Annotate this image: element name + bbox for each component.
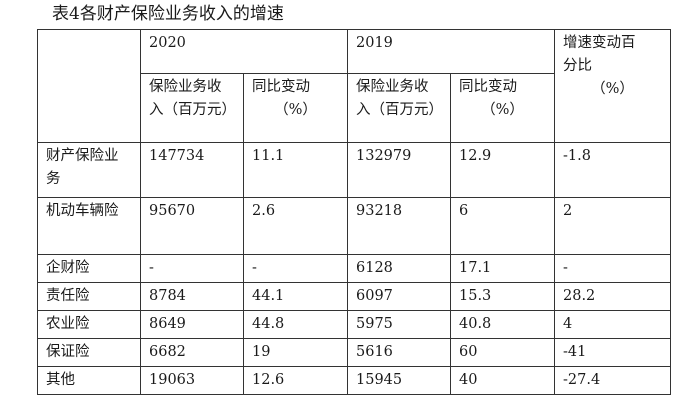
- cell-growth-change: 4: [554, 310, 671, 339]
- header-income-line2: 入（百万元）: [149, 102, 236, 118]
- header-yoy-unit: （%）: [481, 102, 524, 118]
- cell-yoy-2020: 44.8: [243, 310, 348, 339]
- cell-growth-change: -1.8: [554, 142, 671, 198]
- header-year-2020: 2020: [140, 29, 348, 74]
- header-income-line1: 保险业务收: [356, 79, 429, 95]
- table-row: 农业险 8649 44.8 5975 40.8 4: [37, 310, 671, 339]
- table-row: 企财险 - - 6128 17.1 -: [37, 254, 671, 283]
- cell-income-2020: 19063: [140, 366, 244, 395]
- cell-income-2019: 15945: [347, 366, 451, 395]
- cell-growth-change: -41: [554, 338, 671, 367]
- header-year-2019: 2019: [347, 29, 555, 74]
- header-income-2019: 保险业务收 入（百万元）: [347, 73, 451, 143]
- cell-income-2019: 5616: [347, 338, 451, 367]
- premium-growth-table: 2020 2019 增速变动百 分比 （%） 保险业务收 入（百万元） 同比变动…: [37, 29, 671, 395]
- cell-yoy-2020: 19: [243, 338, 348, 367]
- cell-growth-change: 2: [554, 197, 671, 255]
- cell-growth-change: 28.2: [554, 282, 671, 311]
- header-yoy-line1: 同比变动: [459, 79, 517, 95]
- table-row: 财产保险业务 147734 11.1 132979 12.9 -1.8: [37, 142, 671, 198]
- row-name: 其他: [37, 366, 141, 395]
- header-yoy-2020: 同比变动 （%）: [243, 73, 348, 143]
- table-row: 机动车辆险 95670 2.6 93218 6 2: [37, 197, 671, 255]
- cell-income-2019: 5975: [347, 310, 451, 339]
- table-row: 责任险 8784 44.1 6097 15.3 28.2: [37, 282, 671, 311]
- header-growth-change-unit: （%）: [591, 81, 634, 97]
- cell-yoy-2020: 12.6: [243, 366, 348, 395]
- table-row: 其他 19063 12.6 15945 40 -27.4: [37, 366, 671, 395]
- header-yoy-2019: 同比变动 （%）: [450, 73, 555, 143]
- row-name: 责任险: [37, 282, 141, 311]
- cell-yoy-2020: 11.1: [243, 142, 348, 198]
- cell-income-2019: 6128: [347, 254, 451, 283]
- row-name: 企财险: [37, 254, 141, 283]
- cell-income-2020: 147734: [140, 142, 244, 198]
- header-corner: [37, 29, 141, 143]
- cell-yoy-2019: 15.3: [450, 282, 555, 311]
- cell-yoy-2019: 60: [450, 338, 555, 367]
- row-name: 财产保险业务: [37, 142, 141, 198]
- table-title: 表4各财产保险业务收入的增速: [52, 4, 284, 24]
- header-income-2020: 保险业务收 入（百万元）: [140, 73, 244, 143]
- row-name: 机动车辆险: [37, 197, 141, 255]
- cell-yoy-2019: 17.1: [450, 254, 555, 283]
- header-growth-change: 增速变动百 分比 （%）: [554, 29, 671, 143]
- cell-yoy-2020: 44.1: [243, 282, 348, 311]
- header-row-years: 2020 2019 增速变动百 分比 （%）: [37, 29, 671, 143]
- cell-yoy-2019: 40.8: [450, 310, 555, 339]
- header-yoy-unit: （%）: [274, 102, 317, 118]
- header-growth-change-line1: 增速变动百: [563, 35, 636, 51]
- cell-income-2020: 95670: [140, 197, 244, 255]
- cell-growth-change: -: [554, 254, 671, 283]
- cell-income-2020: 6682: [140, 338, 244, 367]
- cell-income-2020: 8649: [140, 310, 244, 339]
- header-row-metrics: 保险业务收 入（百万元） 同比变动 （%） 保险业务收 入（百万元） 同比变动 …: [38, 73, 671, 143]
- cell-income-2020: -: [140, 254, 244, 283]
- cell-yoy-2020: 2.6: [243, 197, 348, 255]
- row-name: 保证险: [37, 338, 141, 367]
- header-growth-change-line2: 分比: [563, 58, 592, 74]
- table-row: 保证险 6682 19 5616 60 -41: [37, 338, 671, 367]
- cell-yoy-2019: 12.9: [450, 142, 555, 198]
- cell-income-2019: 93218: [347, 197, 451, 255]
- cell-yoy-2020: -: [243, 254, 348, 283]
- cell-income-2019: 6097: [347, 282, 451, 311]
- cell-yoy-2019: 6: [450, 197, 555, 255]
- cell-income-2019: 132979: [347, 142, 451, 198]
- cell-yoy-2019: 40: [450, 366, 555, 395]
- row-name: 农业险: [37, 310, 141, 339]
- header-income-line2: 入（百万元）: [356, 102, 443, 118]
- header-income-line1: 保险业务收: [149, 79, 222, 95]
- header-yoy-line1: 同比变动: [252, 79, 310, 95]
- cell-income-2020: 8784: [140, 282, 244, 311]
- cell-growth-change: -27.4: [554, 366, 671, 395]
